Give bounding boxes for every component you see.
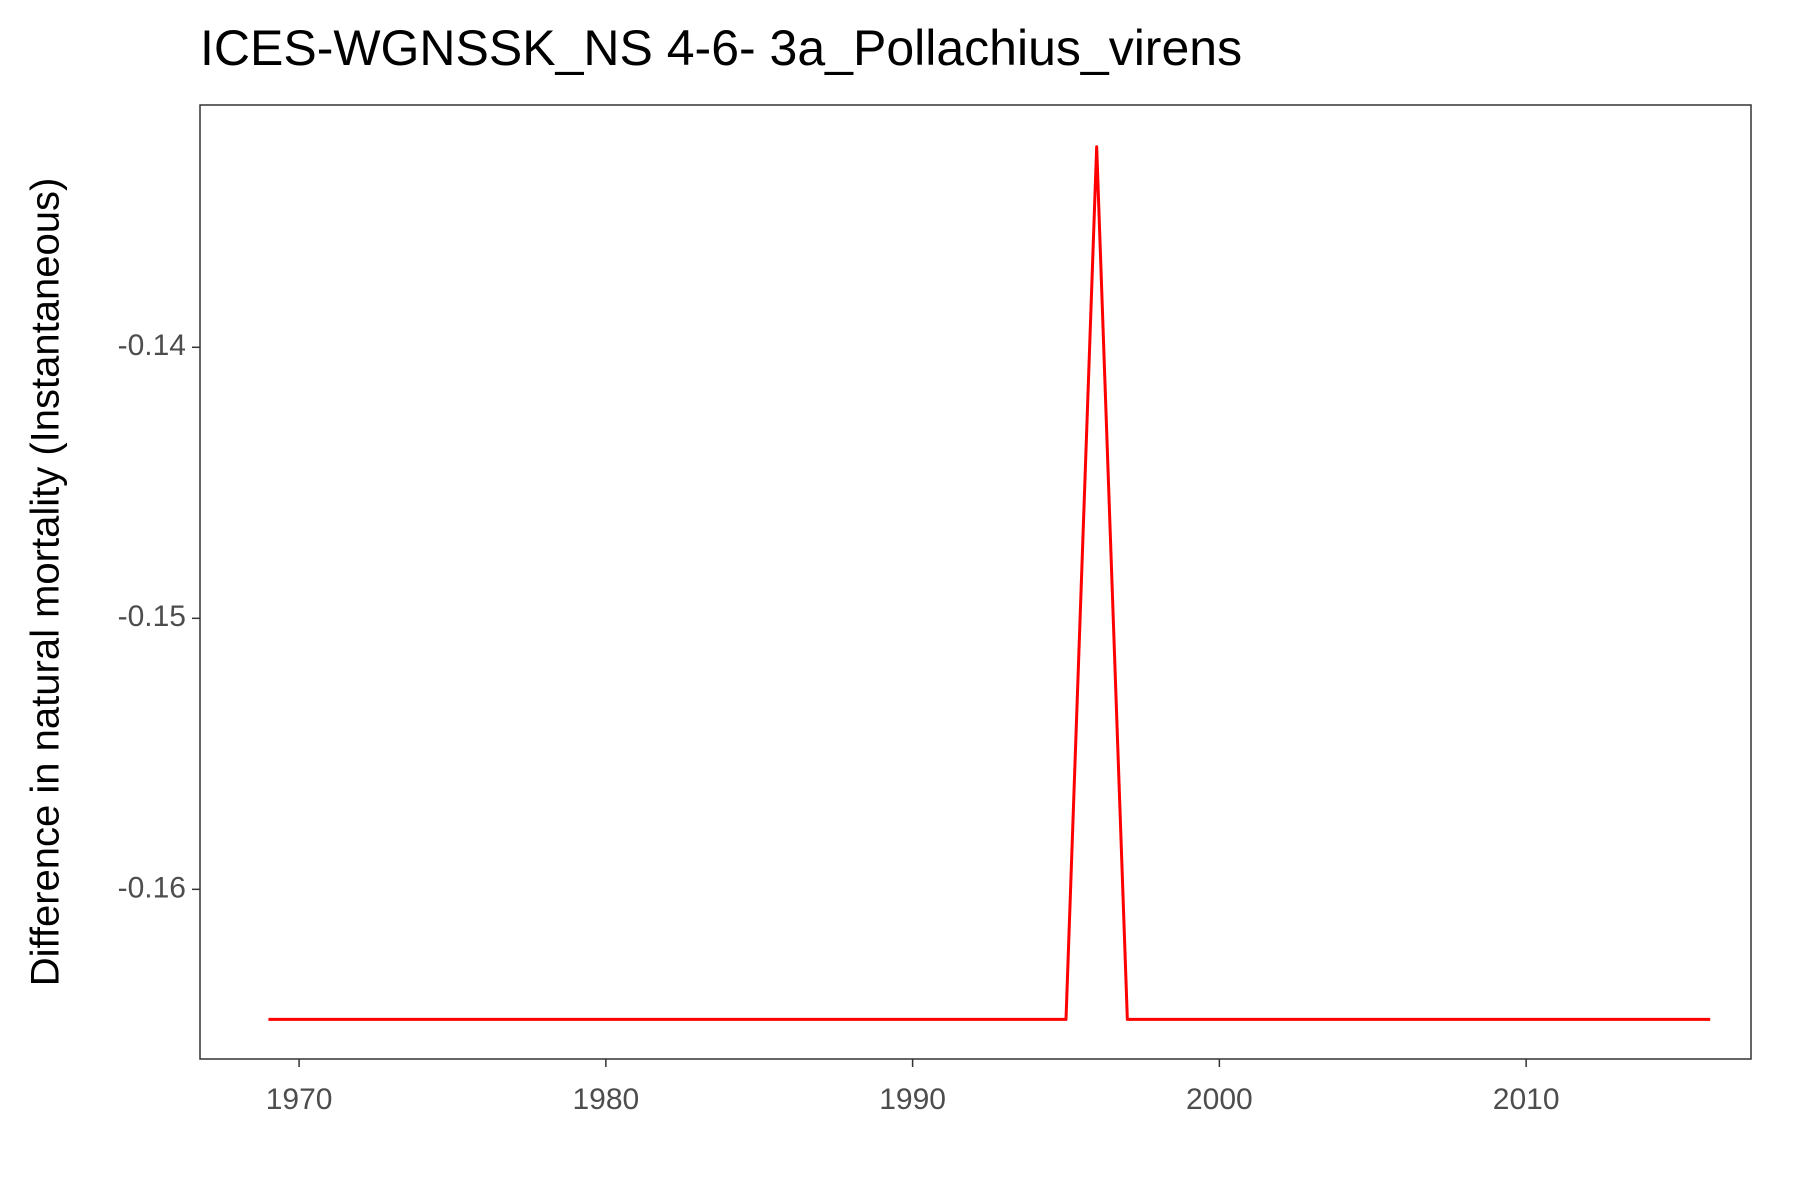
y-tick-label: -0.15 <box>118 600 186 633</box>
x-tick-label: 2010 <box>1493 1083 1560 1116</box>
x-tick-label: 2000 <box>1186 1083 1253 1116</box>
y-tick-label: -0.14 <box>118 329 186 362</box>
chart-title: ICES-WGNSSK_NS 4-6- 3a_Pollachius_virens <box>200 20 1242 76</box>
x-tick-label: 1990 <box>879 1083 946 1116</box>
y-tick-label: -0.16 <box>118 871 186 904</box>
panel-border <box>199 104 1752 1060</box>
y-axis-label: Difference in natural mortality (Instant… <box>24 178 68 987</box>
x-tick-label: 1970 <box>266 1083 333 1116</box>
x-tick-label: 1980 <box>572 1083 639 1116</box>
data-line <box>268 145 1711 1021</box>
